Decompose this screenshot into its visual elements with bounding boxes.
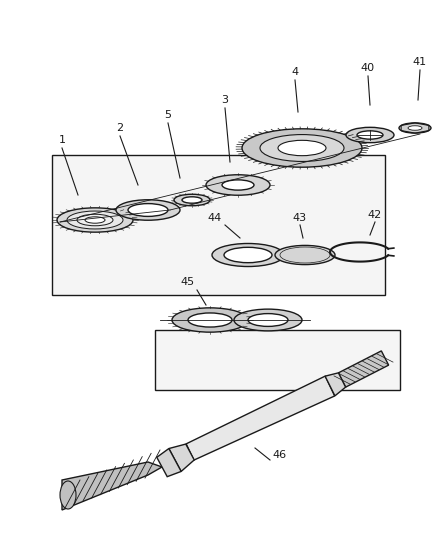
Text: 44: 44 (208, 213, 222, 223)
Ellipse shape (233, 309, 301, 331)
Ellipse shape (77, 214, 113, 226)
Text: 46: 46 (272, 450, 286, 460)
Ellipse shape (67, 211, 123, 229)
Ellipse shape (116, 200, 180, 220)
Text: 43: 43 (292, 213, 306, 223)
Ellipse shape (222, 180, 254, 190)
Ellipse shape (274, 245, 334, 264)
Text: 42: 42 (367, 210, 381, 220)
Ellipse shape (223, 247, 272, 263)
Ellipse shape (247, 313, 287, 326)
Ellipse shape (172, 308, 247, 332)
Polygon shape (155, 330, 399, 390)
Polygon shape (338, 351, 388, 387)
Polygon shape (156, 449, 181, 477)
Polygon shape (325, 373, 345, 396)
Ellipse shape (187, 313, 231, 327)
Ellipse shape (205, 175, 269, 195)
Polygon shape (186, 376, 334, 460)
Text: 5: 5 (164, 110, 171, 120)
Text: 1: 1 (58, 135, 65, 145)
Ellipse shape (277, 140, 325, 156)
Ellipse shape (407, 126, 421, 130)
Ellipse shape (212, 244, 283, 266)
Text: 40: 40 (360, 63, 374, 73)
Ellipse shape (173, 194, 209, 206)
Text: 41: 41 (412, 57, 426, 67)
Ellipse shape (356, 131, 382, 139)
Ellipse shape (398, 123, 430, 133)
Ellipse shape (241, 129, 361, 167)
Ellipse shape (128, 204, 168, 216)
Ellipse shape (286, 249, 322, 261)
Ellipse shape (345, 127, 393, 143)
Text: 4: 4 (291, 67, 298, 77)
Ellipse shape (259, 134, 343, 161)
Text: 2: 2 (116, 123, 123, 133)
Text: 45: 45 (180, 277, 194, 287)
Polygon shape (62, 462, 162, 510)
Ellipse shape (182, 197, 201, 203)
Ellipse shape (279, 247, 329, 263)
Ellipse shape (60, 481, 76, 509)
Polygon shape (52, 155, 384, 295)
Polygon shape (169, 444, 194, 472)
Text: 3: 3 (221, 95, 228, 105)
Ellipse shape (85, 217, 105, 223)
Ellipse shape (57, 208, 133, 232)
